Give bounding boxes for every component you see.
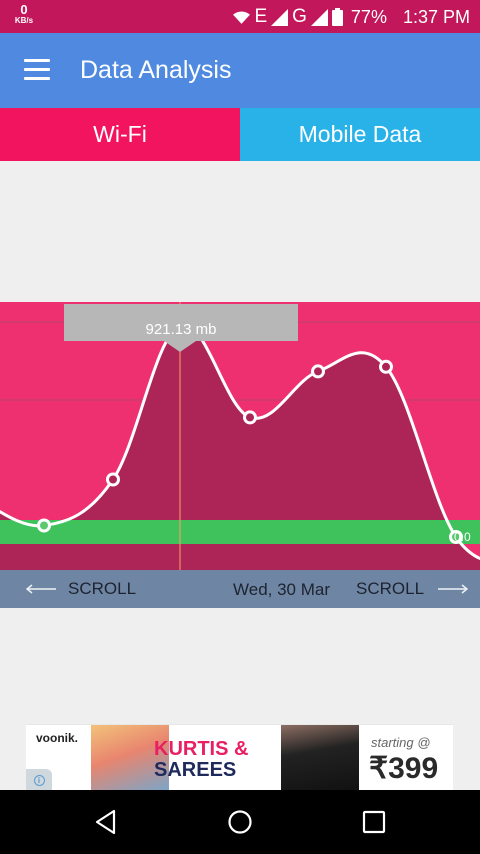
battery-icon [331, 8, 343, 26]
network-speed: 0 KB/s [10, 3, 38, 25]
status-icons: E G 77% 1:37 PM [233, 5, 470, 29]
usage-chart-svg [0, 302, 480, 570]
scroll-right-button[interactable]: SCROLL [356, 579, 469, 599]
network-speed-unit: KB/s [14, 16, 34, 25]
tab-mobile-data[interactable]: Mobile Data [240, 108, 480, 161]
status-bar: 0 KB/s E G 77% 1:37 PM [0, 0, 480, 33]
chart-point-center [314, 367, 322, 376]
chart-point-center [109, 475, 117, 484]
chart-tooltip-arrow [164, 341, 196, 352]
scroll-left-button[interactable]: SCROLL [26, 579, 136, 599]
usage-chart[interactable] [0, 302, 480, 570]
ad-headline-line1: KURTIS & [154, 738, 249, 760]
arrow-left-icon [26, 584, 56, 594]
chart-points [37, 359, 463, 544]
ad-starting-text: starting @ [371, 735, 431, 750]
menu-icon[interactable] [24, 59, 50, 81]
tab-wifi[interactable]: Wi-Fi [0, 108, 240, 161]
chart-point-center [246, 413, 254, 422]
ad-info-button[interactable]: i [26, 769, 52, 791]
chart-zero-label: 0.0 [454, 530, 471, 544]
ad-model-image-1 [91, 725, 169, 791]
ad-model-image-2 [281, 725, 359, 791]
ad-banner[interactable]: voonik. KURTIS & SAREES starting @ ₹399 … [26, 724, 453, 791]
home-icon[interactable] [226, 808, 254, 836]
chart-point-center [382, 362, 390, 371]
page-title: Data Analysis [80, 56, 232, 84]
info-icon: i [33, 774, 45, 786]
chart-point-center [40, 521, 48, 530]
app-bar: Data Analysis [0, 33, 480, 108]
scroll-left-label: SCROLL [68, 579, 137, 598]
arrow-right-icon [438, 584, 469, 594]
tab-bar: Wi-Fi Mobile Data [0, 108, 480, 161]
network-speed-value: 0 [20, 2, 28, 17]
scroll-bar: SCROLL Wed, 30 Mar SCROLL [0, 570, 480, 608]
network-type-2: G [292, 6, 307, 27]
chart-area-fill [0, 324, 480, 570]
cell-signal-icon-2 [310, 8, 328, 26]
ad-brand-logo: voonik. [36, 731, 79, 745]
ad-headline-line2: SAREES [154, 759, 237, 781]
ad-price: ₹399 [369, 752, 439, 785]
chart-baseline-band [0, 520, 480, 544]
scroll-right-label: SCROLL [356, 579, 425, 598]
navigation-bar [0, 790, 480, 854]
clock: 1:37 PM [402, 6, 470, 27]
recents-icon[interactable] [360, 808, 388, 836]
back-icon[interactable] [92, 808, 120, 836]
current-date: Wed, 30 Mar [233, 580, 331, 599]
battery-percent: 77% [350, 6, 387, 27]
chart-point-center [452, 533, 460, 541]
ad-headline: KURTIS & SAREES [154, 739, 248, 781]
wifi-icon [233, 10, 251, 24]
chart-tooltip: 921.13 mb [64, 304, 298, 341]
cell-signal-icon [271, 8, 289, 26]
network-type-1: E [254, 6, 268, 27]
